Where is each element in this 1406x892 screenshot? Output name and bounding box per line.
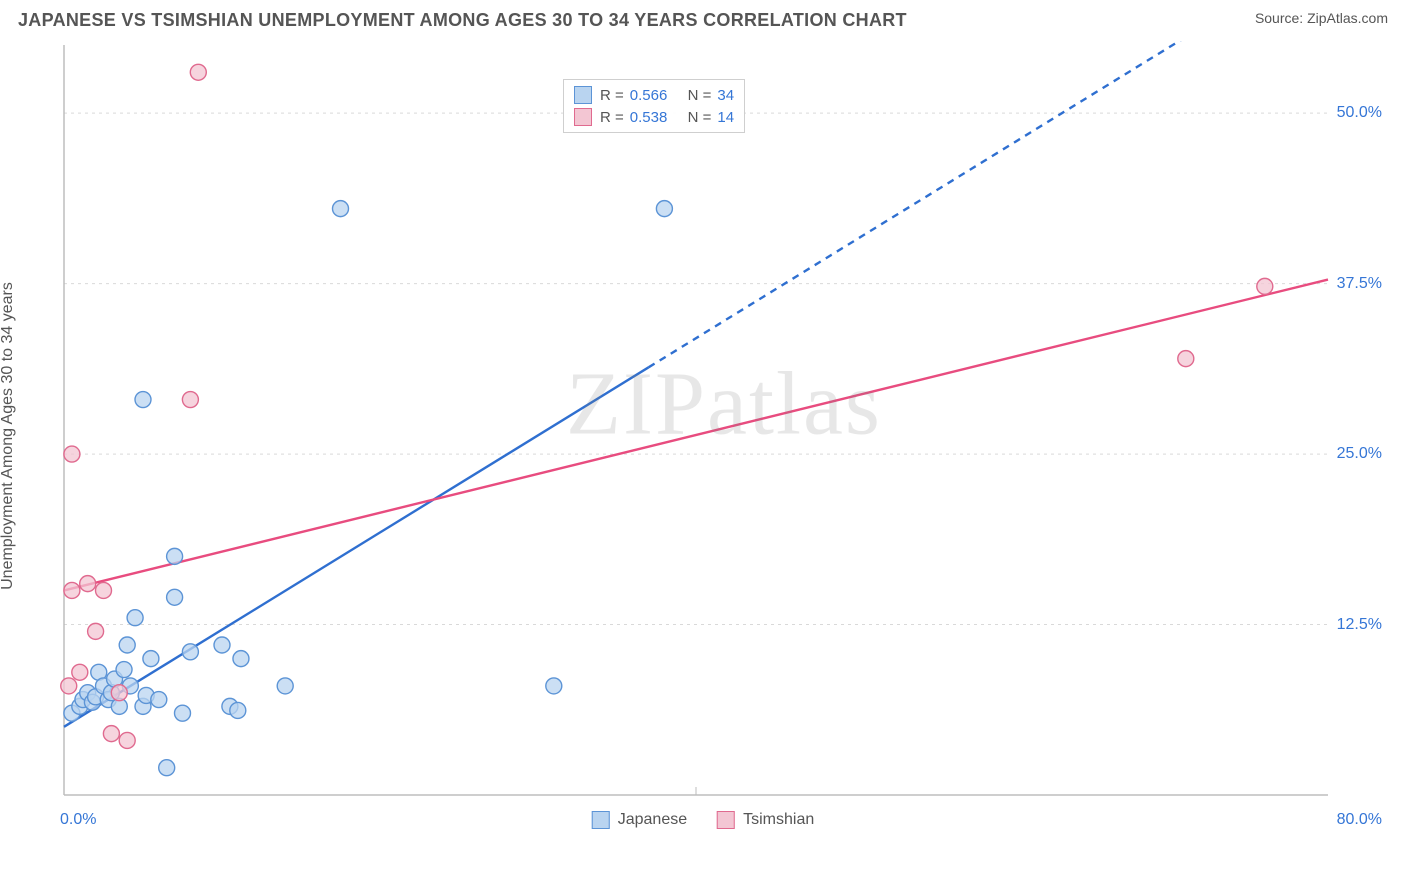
source-prefix: Source:: [1255, 10, 1307, 26]
y-tick-label: 50.0%: [1337, 104, 1382, 122]
x-axis-min-label: 0.0%: [60, 811, 96, 829]
source-name: ZipAtlas.com: [1307, 10, 1388, 26]
swatch-japanese-icon: [592, 811, 610, 829]
swatch-tsimshian-icon: [574, 108, 592, 126]
swatch-japanese-icon: [574, 86, 592, 104]
plot-area: ZIPatlas: [60, 41, 1388, 831]
series-label-tsimshian: Tsimshian: [743, 811, 814, 829]
correlation-legend: R = 0.566 N = 34 R = 0.538 N = 14: [563, 79, 745, 133]
source-attribution: Source: ZipAtlas.com: [1255, 10, 1388, 26]
series-legend: Japanese Tsimshian: [592, 811, 815, 829]
chart-header: JAPANESE VS TSIMSHIAN UNEMPLOYMENT AMONG…: [0, 0, 1406, 35]
chart-container: Unemployment Among Ages 30 to 34 years Z…: [18, 41, 1388, 831]
correlation-text-tsimshian: R = 0.538 N = 14: [600, 109, 734, 126]
series-legend-item-japanese: Japanese: [592, 811, 687, 829]
x-axis-max-label: 80.0%: [1337, 811, 1382, 829]
swatch-tsimshian-icon: [717, 811, 735, 829]
correlation-text-japanese: R = 0.566 N = 34: [600, 87, 734, 104]
y-tick-label: 37.5%: [1337, 275, 1382, 293]
y-tick-label: 12.5%: [1337, 616, 1382, 634]
correlation-legend-row-japanese: R = 0.566 N = 34: [574, 84, 734, 106]
series-legend-item-tsimshian: Tsimshian: [717, 811, 814, 829]
chart-title: JAPANESE VS TSIMSHIAN UNEMPLOYMENT AMONG…: [18, 10, 907, 31]
scatter-plot-svg: [60, 41, 1388, 831]
series-label-japanese: Japanese: [618, 811, 687, 829]
y-tick-label: 25.0%: [1337, 445, 1382, 463]
correlation-legend-row-tsimshian: R = 0.538 N = 14: [574, 106, 734, 128]
y-axis-label: Unemployment Among Ages 30 to 34 years: [0, 282, 17, 590]
